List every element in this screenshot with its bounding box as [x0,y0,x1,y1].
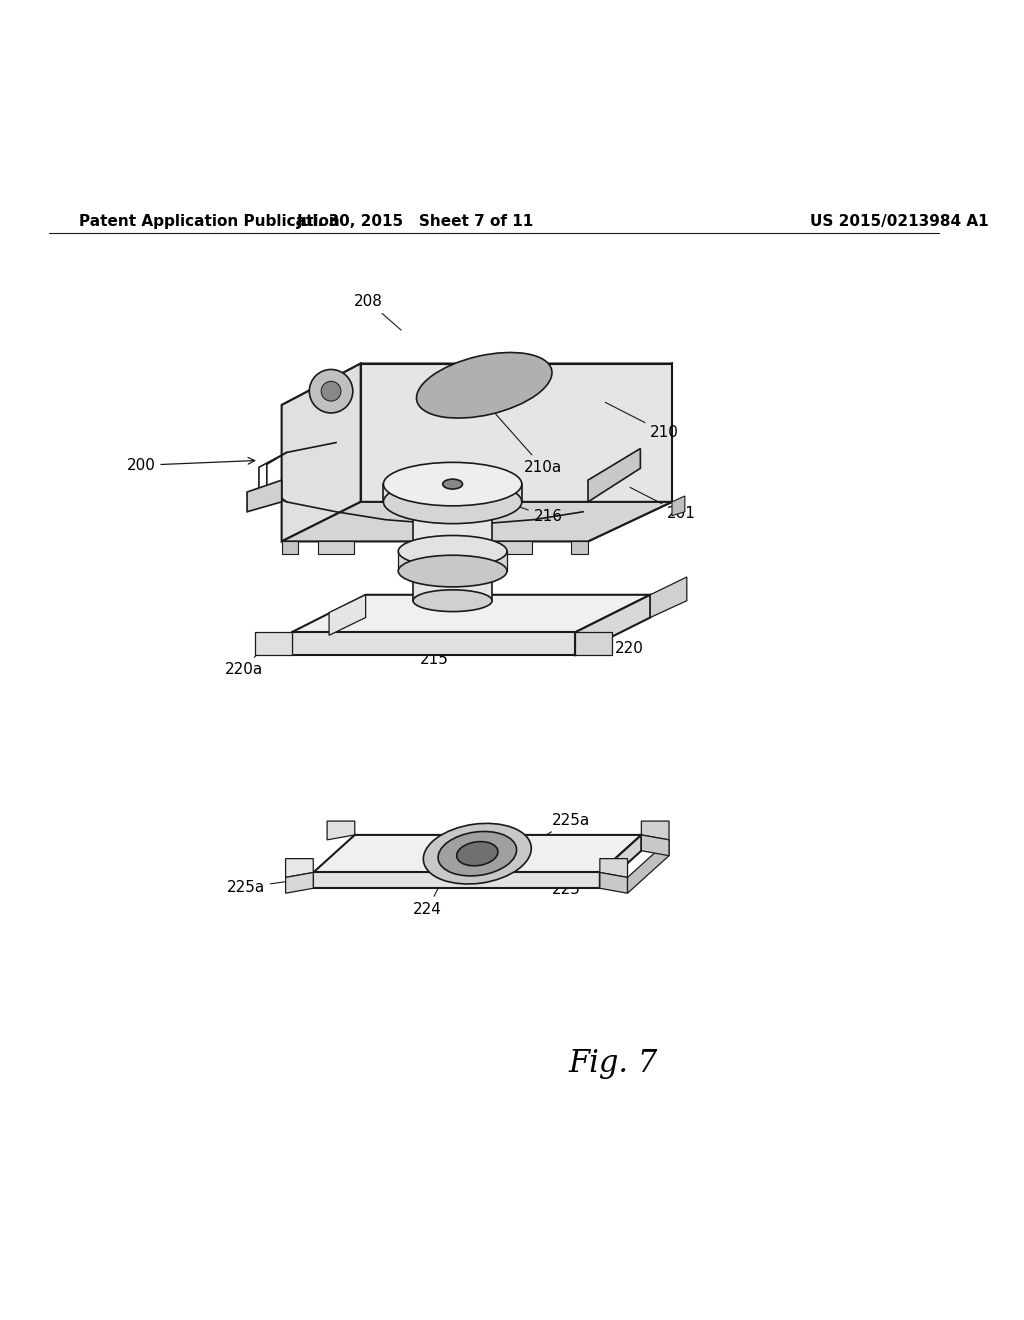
Polygon shape [282,541,298,554]
Ellipse shape [383,480,522,524]
Polygon shape [255,632,292,655]
Text: 220: 220 [584,631,643,656]
Polygon shape [329,595,366,635]
Ellipse shape [383,462,522,506]
Bar [496,541,531,554]
Ellipse shape [413,590,493,611]
Polygon shape [292,632,575,655]
Polygon shape [413,502,493,601]
Text: 220a: 220a [544,605,597,631]
Polygon shape [588,363,672,541]
Polygon shape [313,836,641,873]
Text: 216: 216 [484,495,562,524]
Text: 210: 210 [605,403,679,440]
Polygon shape [571,541,588,554]
Ellipse shape [398,556,507,587]
Text: 200: 200 [127,458,255,473]
Polygon shape [575,595,650,655]
Polygon shape [292,595,650,632]
Polygon shape [575,632,611,655]
Text: 208: 208 [353,294,401,330]
Polygon shape [600,858,628,878]
Polygon shape [600,836,641,888]
Ellipse shape [417,352,552,418]
Text: 201: 201 [630,487,696,521]
Text: 225a: 225a [544,813,590,837]
Polygon shape [327,821,354,840]
Circle shape [309,370,353,413]
Polygon shape [286,873,313,894]
Ellipse shape [438,832,516,876]
Text: 225a: 225a [226,878,313,895]
Text: 210a: 210a [486,403,562,475]
Text: 220a: 220a [225,647,263,677]
Polygon shape [282,363,672,405]
Ellipse shape [442,479,463,488]
Circle shape [322,381,341,401]
Polygon shape [247,480,282,512]
Polygon shape [383,484,522,502]
Text: Fig. 7: Fig. 7 [568,1048,657,1078]
Polygon shape [628,840,669,894]
Polygon shape [641,821,669,840]
Polygon shape [398,552,507,572]
Text: 224: 224 [413,878,443,916]
Polygon shape [282,405,588,541]
Ellipse shape [423,824,531,884]
Polygon shape [672,496,685,516]
Text: Patent Application Publication: Patent Application Publication [79,214,340,228]
Text: 215: 215 [420,626,449,668]
Polygon shape [282,363,360,541]
Polygon shape [282,502,672,541]
Polygon shape [286,858,313,878]
Polygon shape [588,449,640,502]
Ellipse shape [457,842,498,866]
Polygon shape [650,577,687,618]
Ellipse shape [398,536,507,568]
Polygon shape [600,873,628,894]
Text: Jul. 30, 2015   Sheet 7 of 11: Jul. 30, 2015 Sheet 7 of 11 [296,214,534,228]
Polygon shape [641,836,669,855]
Polygon shape [360,363,672,502]
Polygon shape [313,873,600,888]
Text: 225: 225 [495,870,581,896]
Text: US 2015/0213984 A1: US 2015/0213984 A1 [810,214,989,228]
Bar [408,541,442,554]
Text: 221: 221 [513,616,583,640]
Bar [318,541,353,554]
